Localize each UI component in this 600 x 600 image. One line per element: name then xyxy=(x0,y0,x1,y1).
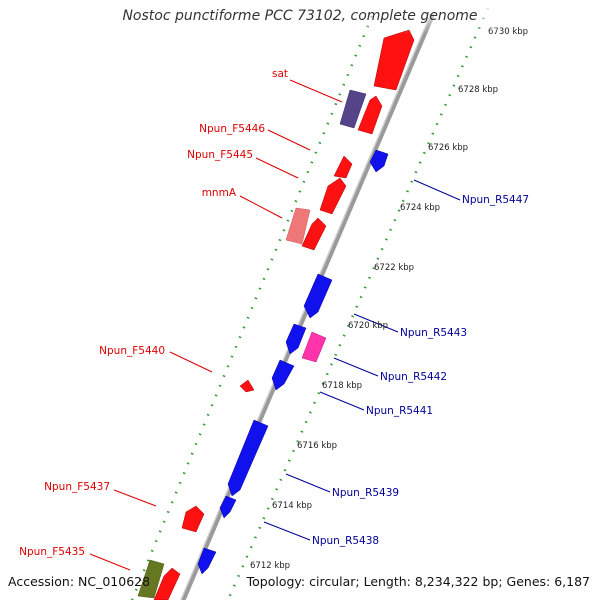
gene-feature[interactable] xyxy=(271,359,295,391)
gene-feature[interactable] xyxy=(227,419,269,497)
gene-label-npun-f5437: Npun_F5437 xyxy=(44,481,110,493)
gene-label-npun-r5443: Npun_R5443 xyxy=(400,327,467,339)
gene-label-npun-f5435: Npun_F5435 xyxy=(19,546,85,558)
leader-line xyxy=(333,357,379,377)
gene-label-mnma: mnmA xyxy=(202,187,237,199)
gene-feature[interactable] xyxy=(373,29,415,91)
ruler-tick-label: 6730 kbp xyxy=(488,27,528,37)
gene-feature[interactable] xyxy=(239,379,255,393)
ruler-track-inner xyxy=(130,15,374,600)
gene-feature[interactable] xyxy=(319,177,347,215)
leader-line xyxy=(113,489,157,507)
leader-line xyxy=(255,157,299,179)
gene-feature[interactable] xyxy=(197,547,217,575)
leader-line xyxy=(89,553,131,571)
leader-line xyxy=(319,391,365,411)
ruler-tick-label: 6726 kbp xyxy=(428,143,468,153)
gene-feature-rrna[interactable] xyxy=(285,207,311,245)
forward-genes xyxy=(137,29,415,600)
gene-feature[interactable] xyxy=(181,505,205,533)
leader-line xyxy=(263,521,311,541)
leader-line xyxy=(413,179,461,201)
ruler-tick-label: 6714 kbp xyxy=(272,501,312,511)
gene-feature[interactable] xyxy=(301,217,327,251)
ruler-tick-label: 6716 kbp xyxy=(297,441,337,451)
ruler-tick-label: 6724 kbp xyxy=(400,203,440,213)
leader-line xyxy=(353,313,399,333)
gene-label-sat: sat xyxy=(272,68,288,80)
gene-feature[interactable] xyxy=(285,323,307,355)
gene-feature-pseudo[interactable] xyxy=(339,89,367,129)
ruler-tick-label: 6722 kbp xyxy=(374,263,414,273)
gene-label-npun-r5442: Npun_R5442 xyxy=(380,371,447,383)
ruler-tick-label: 6712 kbp xyxy=(250,561,290,571)
gene-label-npun-f5445: Npun_F5445 xyxy=(187,149,253,161)
leader-line xyxy=(169,351,213,373)
leader-line xyxy=(285,473,331,493)
gene-feature-other[interactable] xyxy=(137,559,165,599)
reverse-genes xyxy=(197,149,389,575)
top-fade xyxy=(340,0,500,34)
gene-label-npun-f5440: Npun_F5440 xyxy=(99,345,165,357)
ruler-tick-label: 6718 kbp xyxy=(322,381,362,391)
ruler-tick-label: 6728 kbp xyxy=(458,85,498,95)
gene-feature[interactable] xyxy=(303,273,333,319)
ruler-tick-label: 6720 kbp xyxy=(348,321,388,331)
gene-label-npun-r5441: Npun_R5441 xyxy=(366,405,433,417)
gene-feature[interactable] xyxy=(369,149,389,173)
label-leaders xyxy=(89,79,461,571)
gene-feature[interactable] xyxy=(219,495,237,519)
gene-feature-trna[interactable] xyxy=(301,331,327,363)
genome-title: Nostoc punctiforme PCC 73102, complete g… xyxy=(122,8,478,24)
gene-label-npun-r5438: Npun_R5438 xyxy=(312,535,379,547)
leader-line xyxy=(267,129,311,151)
accession-label: Accession: NC_010628 xyxy=(8,574,151,589)
gene-label-npun-r5439: Npun_R5439 xyxy=(332,487,399,499)
leader-line xyxy=(239,195,283,219)
leader-line xyxy=(289,79,343,103)
gene-label-npun-r5447: Npun_R5447 xyxy=(462,194,529,206)
gene-feature[interactable] xyxy=(357,95,383,135)
gene-feature[interactable] xyxy=(333,155,353,179)
genome-summary: Topology: circular; Length: 8,234,322 bp… xyxy=(246,574,590,589)
gene-label-npun-f5446: Npun_F5446 xyxy=(199,123,265,135)
gene-feature[interactable] xyxy=(153,567,181,600)
